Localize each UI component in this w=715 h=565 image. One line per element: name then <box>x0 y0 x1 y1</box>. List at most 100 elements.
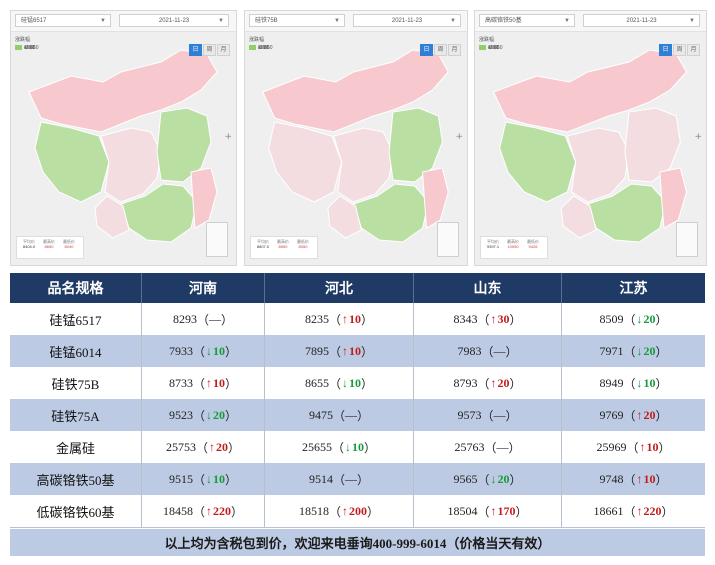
tab-period[interactable]: 月 <box>448 44 461 56</box>
price-value: 9515 <box>168 471 193 486</box>
header-shandong: 山东 <box>414 273 562 303</box>
province-region[interactable] <box>624 107 681 183</box>
stat-value: 9426 <box>528 244 538 249</box>
price-cell: 18458 （↑ 220） <box>142 495 265 527</box>
stat-label: 平均价 <box>23 239 35 244</box>
province-region[interactable] <box>333 127 394 203</box>
price-cell: 9515 （↓ 10） <box>142 463 265 495</box>
china-map[interactable] <box>11 32 236 265</box>
map-panels: 硅锰6517 ▼ 2021-11-23 ▼ 涨跌幅 >50 1~50 -1~-50 <-50 日周… <box>10 10 707 266</box>
arrow-down-icon: ↓ <box>206 343 212 358</box>
province-region[interactable] <box>100 127 162 203</box>
arrow-up-icon: ↑ <box>342 343 348 358</box>
price-value: 9748 <box>599 471 624 486</box>
province-region[interactable] <box>28 49 218 133</box>
price-stats-box: 平均价 9397.1 最高价 10050 最低价 9426 <box>480 236 548 259</box>
change-value: 20 <box>216 439 228 454</box>
period-tabs: 日周月 <box>188 36 230 56</box>
map-area[interactable]: 涨跌幅 >50 1~50 -1~-50 <-50 日周月平均价 8807.0 最高价 8550 最… <box>245 32 467 265</box>
province-region[interactable] <box>499 121 577 203</box>
legend-label: 1~50 <box>488 45 500 51</box>
product-select-value: 高碳铬铁50基 <box>485 18 522 24</box>
china-map[interactable] <box>475 32 706 265</box>
product-select[interactable]: 硅铁75B ▼ <box>249 14 345 27</box>
spec-name: 金属硅 <box>10 431 142 463</box>
change-value: 220 <box>213 503 231 518</box>
price-stat: 最低价 8050 <box>294 239 312 249</box>
map-area[interactable]: 涨跌幅 >50 1~50 -1~-50 <-50 日周月平均价 9397.1 最高价 10050… <box>475 32 706 265</box>
legend-swatch <box>15 45 22 51</box>
map-legend: 涨跌幅 >50 1~50 -1~-50 <-50 <box>15 36 45 51</box>
stat-value: 10050 <box>507 244 519 249</box>
zoom-in-icon[interactable]: + <box>455 132 463 142</box>
province-region[interactable] <box>268 121 343 203</box>
province-region[interactable] <box>94 195 130 239</box>
panel-toolbar: 硅铁75B ▼ 2021-11-23 ▼ <box>245 11 467 32</box>
province-region[interactable] <box>659 167 688 229</box>
spec-name: 硅锰6517 <box>10 303 142 335</box>
arrow-down-icon: ↓ <box>342 375 348 390</box>
price-value: 25969 <box>596 439 627 454</box>
tab-period[interactable]: 日 <box>420 44 433 56</box>
date-select[interactable]: 2021-11-23 ▼ <box>119 14 229 27</box>
province-region[interactable] <box>388 107 443 183</box>
product-select[interactable]: 高碳铬铁50基 ▼ <box>479 14 575 27</box>
chevron-down-icon: ▼ <box>100 18 106 24</box>
tab-period[interactable]: 周 <box>203 44 216 56</box>
price-stat: 平均价 8807.0 <box>254 239 272 249</box>
table-header-row: 品名规格 河南 河北 山东 江苏 <box>10 273 705 303</box>
legend-item: <-50 <box>15 45 236 52</box>
chevron-down-icon: ▼ <box>689 18 695 24</box>
change-value: — <box>345 471 357 486</box>
arrow-up-icon: ↑ <box>636 471 643 486</box>
stat-value: 8050 <box>298 244 308 249</box>
product-select[interactable]: 硅锰6517 ▼ <box>15 14 111 27</box>
zoom-in-icon[interactable]: + <box>694 132 702 142</box>
date-select[interactable]: 2021-11-23 ▼ <box>353 14 461 27</box>
province-region[interactable] <box>560 195 597 239</box>
province-region[interactable] <box>156 107 212 183</box>
price-cell: 9514 （—） <box>265 463 414 495</box>
province-region[interactable] <box>34 121 110 203</box>
tab-period[interactable]: 日 <box>659 44 672 56</box>
legend-label: >50 <box>488 45 497 51</box>
change-value: — <box>493 343 506 358</box>
price-cell: 8509 （↓ 20） <box>599 311 668 327</box>
change-value: 20 <box>213 407 225 422</box>
map-area[interactable]: 涨跌幅 >50 1~50 -1~-50 <-50 日周月平均价 8404.0 最高价 8650 最… <box>11 32 236 265</box>
province-region[interactable] <box>492 49 688 133</box>
legend-label: 1~50 <box>258 45 270 51</box>
price-cell: 18661 （↑ 220） <box>593 503 674 519</box>
chevron-down-icon: ▼ <box>564 18 570 24</box>
tab-period[interactable]: 月 <box>687 44 700 56</box>
chevron-down-icon: ▼ <box>450 18 456 24</box>
price-value: 9475 <box>308 407 333 422</box>
province-region[interactable] <box>422 167 449 229</box>
tab-period[interactable]: 日 <box>189 44 202 56</box>
price-value: 9514 <box>308 471 333 486</box>
tab-period[interactable]: 月 <box>217 44 230 56</box>
panel-toolbar: 硅锰6517 ▼ 2021-11-23 ▼ <box>11 11 236 32</box>
change-value: 20 <box>497 471 510 486</box>
tab-period[interactable]: 周 <box>434 44 447 56</box>
price-cell: 18518 （↑ 200） <box>265 495 414 527</box>
map-panel: 硅锰6517 ▼ 2021-11-23 ▼ 涨跌幅 >50 1~50 -1~-50 <-50 日周… <box>10 10 237 266</box>
arrow-up-icon: ↑ <box>636 407 643 422</box>
province-region[interactable] <box>566 127 630 203</box>
china-map[interactable] <box>245 32 467 265</box>
tab-period[interactable]: 周 <box>673 44 686 56</box>
province-region[interactable] <box>327 195 363 239</box>
date-select[interactable]: 2021-11-23 ▼ <box>583 14 700 27</box>
province-region[interactable] <box>262 49 449 133</box>
province-region[interactable] <box>190 167 218 229</box>
price-value: 8733 <box>168 375 193 390</box>
arrow-down-icon: ↓ <box>490 471 497 486</box>
price-value: 18518 <box>298 503 329 518</box>
price-cell: 7983 （—） <box>414 335 562 367</box>
price-cell: 18504 （↑ 170） <box>414 495 562 527</box>
chevron-down-icon: ▼ <box>218 18 224 24</box>
change-value: 170 <box>497 503 516 518</box>
zoom-in-icon[interactable]: + <box>224 132 232 142</box>
legend-label: -1~-50 <box>488 45 503 51</box>
table-row: 低碳铬铁60基 18458 （↑ 220） 18518 （↑ 200） 18504 （↑ 170）… <box>10 495 705 528</box>
